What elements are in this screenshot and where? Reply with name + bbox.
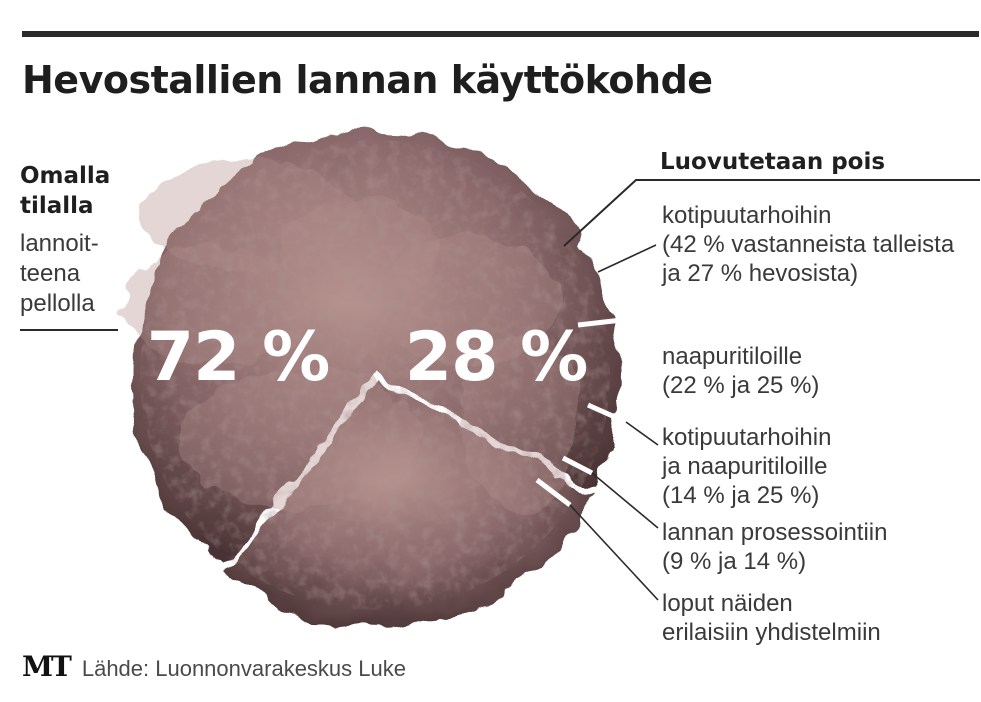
sub-label-3-line2: ja naapuritiloille <box>662 453 828 480</box>
leader-line-9 <box>535 478 572 507</box>
leader-line-5 <box>586 402 628 425</box>
sub-label-2-line2: (22 % ja 25 %) <box>662 372 820 399</box>
chart-title: Hevostallien lannan käyttökohde <box>22 58 713 102</box>
slice-value-label-1: 72 % <box>147 318 329 397</box>
leader-line-7 <box>561 455 594 476</box>
left-desc-line3: pellolla <box>20 290 95 317</box>
sub-label-5-line2: erilaisiin yhdistelmiin <box>662 619 881 646</box>
leader-lines <box>20 179 980 601</box>
manure-texture <box>120 140 610 610</box>
slice-value-label-2: 28 % <box>405 318 587 397</box>
source-text: Lähde: Luonnonvarakeskus Luke <box>81 656 406 681</box>
sub-label-5-line1: loput näiden <box>662 590 793 617</box>
mt-logo: MT <box>22 650 72 683</box>
sub-label-3-line1: kotipuutarhoihin <box>662 424 832 451</box>
manure-speckle <box>140 140 610 610</box>
sub-label-1-line3: ja 27 % hevosista) <box>662 260 859 287</box>
right-heading: Luovutetaan pois <box>660 149 886 175</box>
sub-label-2-line1: naapuritiloille <box>662 343 803 370</box>
leader-line-3 <box>597 244 657 273</box>
leader-line-10 <box>569 504 659 601</box>
leader-line-2 <box>563 179 980 247</box>
top-rule <box>22 31 979 37</box>
left-heading-line2: tilalla <box>20 193 94 219</box>
sub-label-4-line1: lannan prosessointiin <box>662 519 888 546</box>
leader-line-4 <box>577 317 623 328</box>
percent-labels: 72 % 28 % <box>147 318 588 397</box>
leader-line-8 <box>591 472 659 529</box>
sub-label-4-line2: (9 % ja 14 %) <box>662 548 807 575</box>
sub-label-1-line1: kotipuutarhoihin <box>662 202 832 229</box>
footer: MT Lähde: Luonnonvarakeskus Luke <box>22 650 406 683</box>
left-desc-line1: lannoit- <box>20 230 99 257</box>
leader-line-6 <box>625 421 659 446</box>
sub-label-3-line3: (14 % ja 25 %) <box>662 482 820 509</box>
left-heading-line1: Omalla <box>20 163 111 189</box>
left-desc-line2: teena <box>20 260 81 287</box>
sub-label-1-line2: (42 % vastanneista talleista <box>662 231 955 258</box>
